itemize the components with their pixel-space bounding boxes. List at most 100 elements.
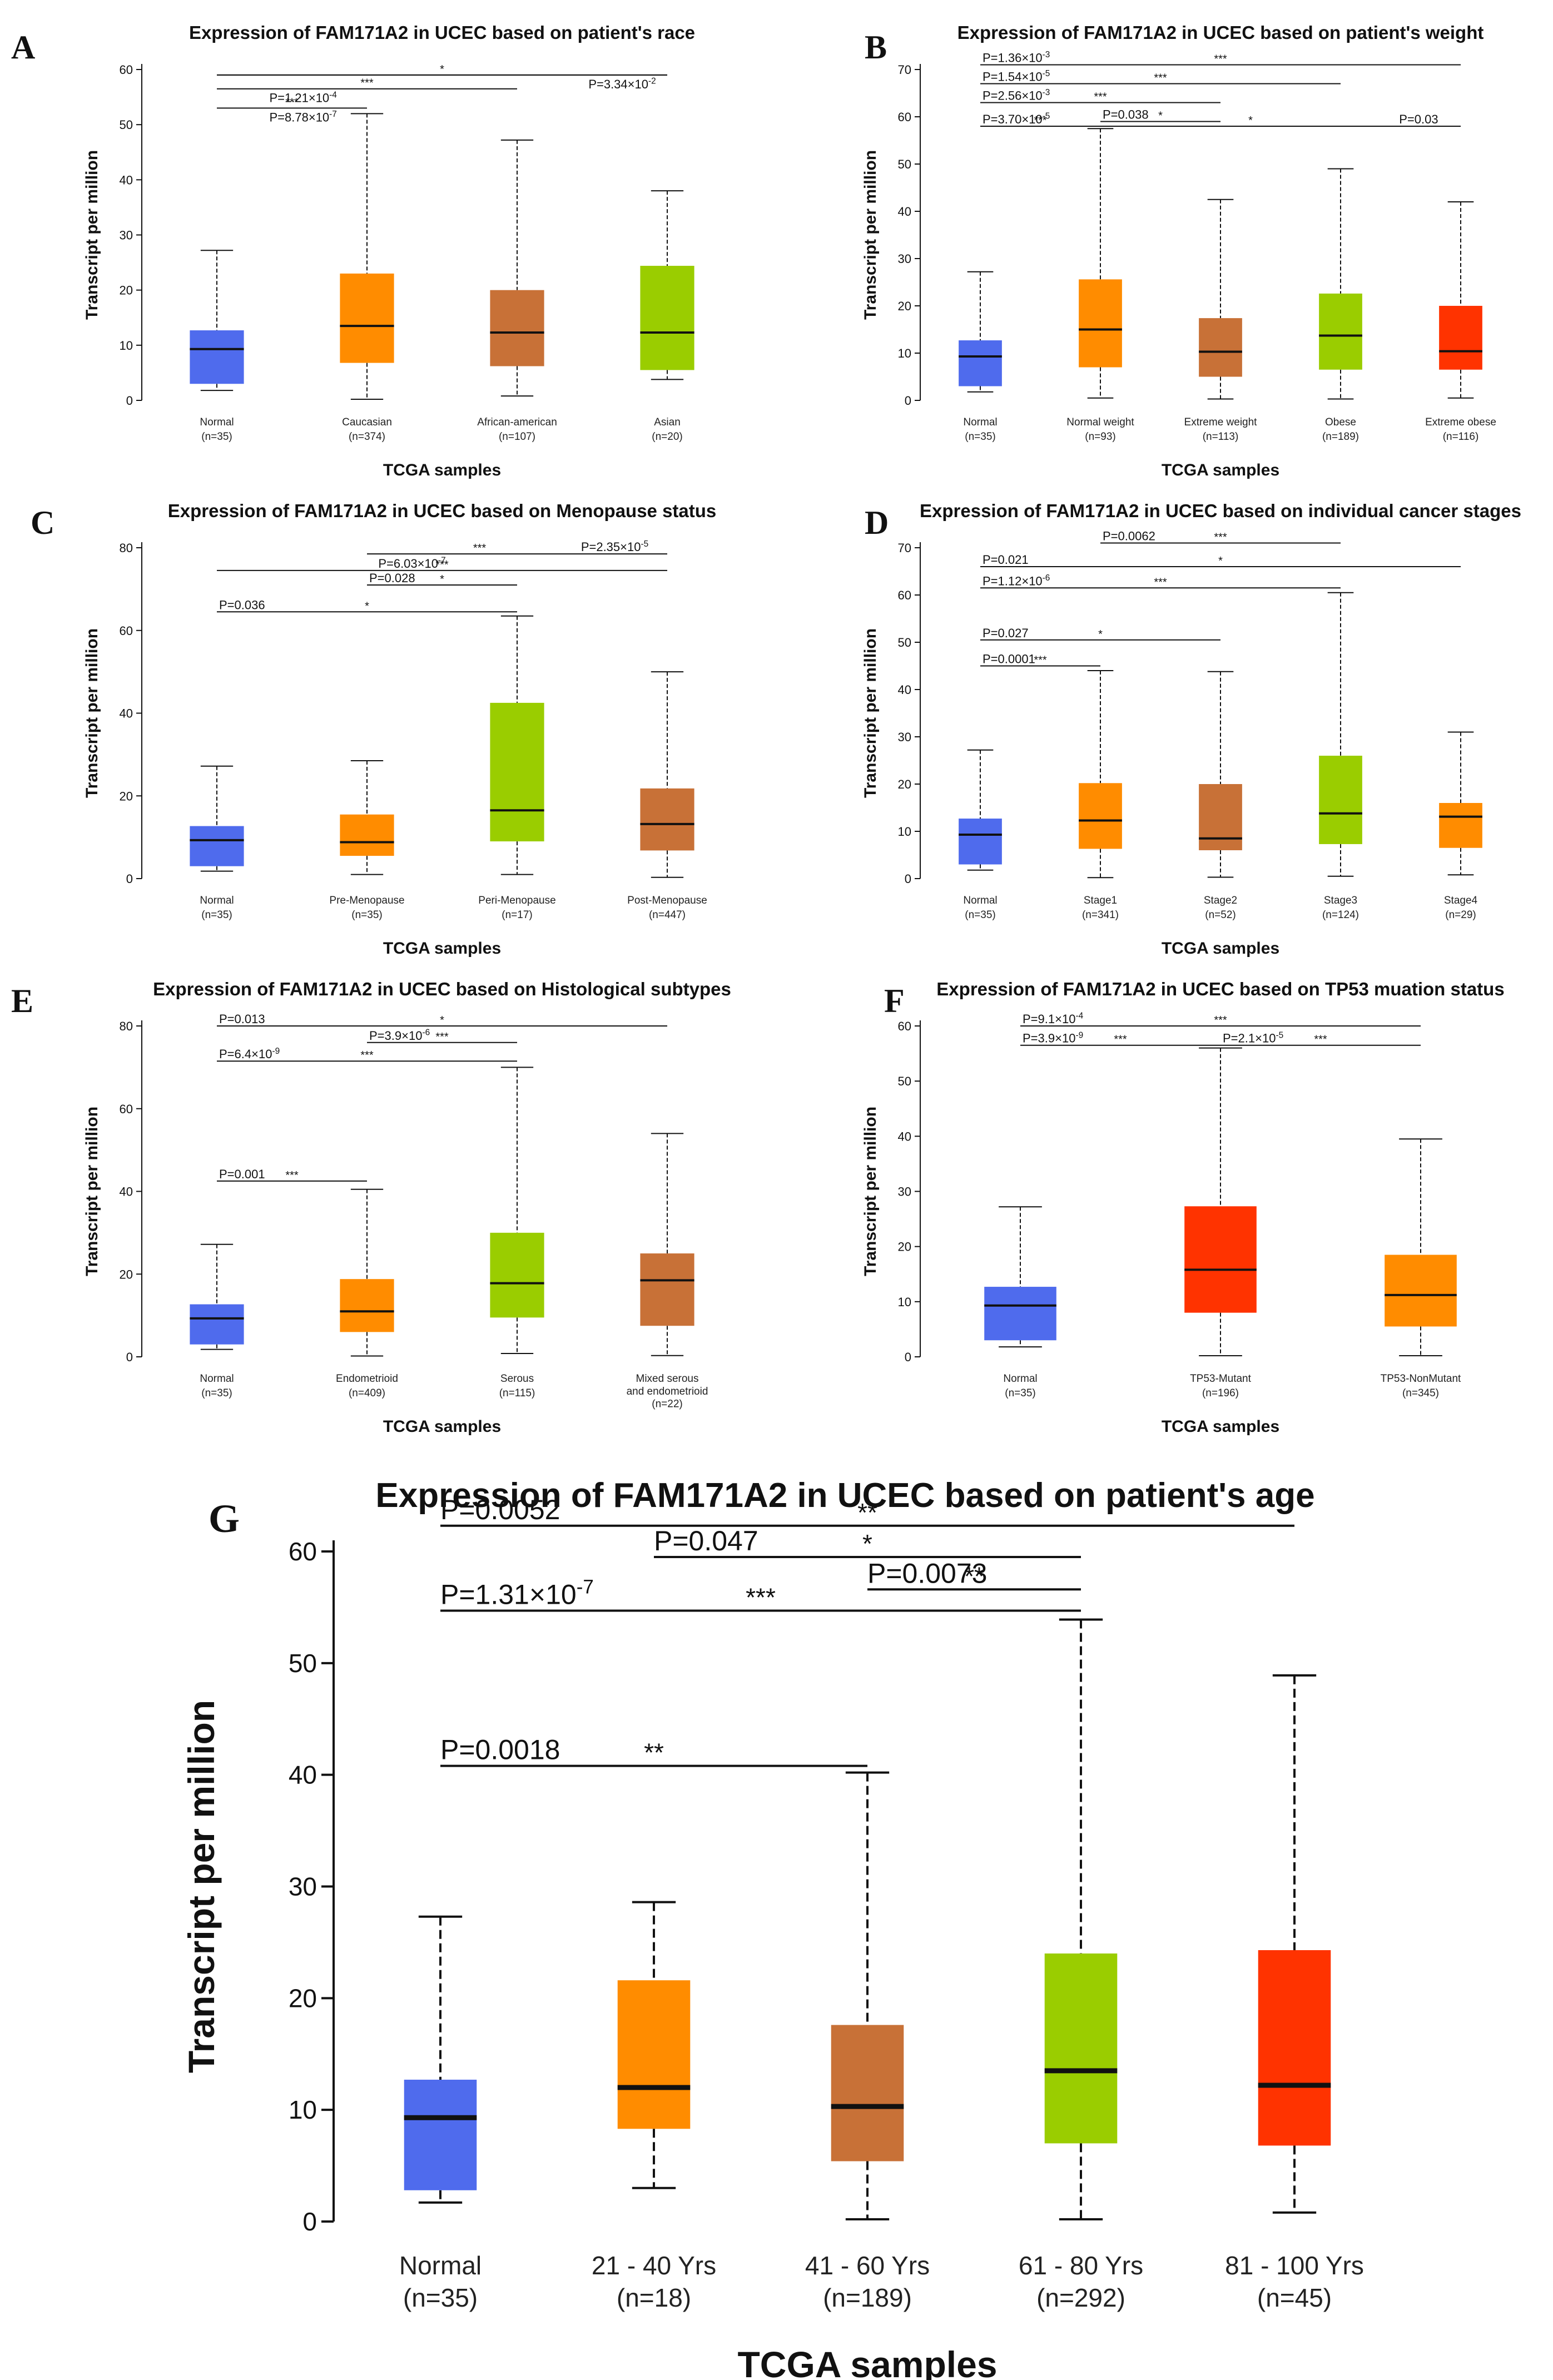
- x-tick-label: Post-Menopause: [627, 895, 707, 906]
- significance-bracket: *** P=1.12×10-6: [980, 573, 1341, 589]
- x-count-label: (n=45): [1257, 2283, 1332, 2312]
- chart-svg: Expression of FAM171A2 in UCEC based on …: [861, 979, 1505, 1436]
- p-value-label: P=2.56×10-3: [983, 88, 1050, 102]
- box-group-normal: [190, 765, 244, 872]
- y-tick-label: 20: [898, 299, 911, 313]
- x-axis-label: TCGA samples: [737, 2344, 997, 2380]
- box-group-stage3: [1319, 592, 1362, 877]
- x-count-label: (n=409): [349, 1387, 385, 1399]
- p-value-label: P=2.1×10-5: [1223, 1030, 1283, 1045]
- chart-title: Expression of FAM171A2 in UCEC based on …: [957, 22, 1484, 43]
- x-tick-label: 21 - 40 Yrs: [592, 2251, 716, 2280]
- significance-bracket: *** P=2.1×10-5: [1220, 1030, 1421, 1046]
- significance-bracket: *** P=3.9×10-6: [367, 1028, 517, 1043]
- box-iqr: [984, 1287, 1056, 1341]
- p-value-label: P=0.021: [983, 553, 1029, 567]
- x-count-label: (n=35): [351, 909, 382, 921]
- x-tick-label: 61 - 80 Yrs: [1019, 2251, 1143, 2280]
- significance-bracket: ** P=0.0052: [440, 1494, 1294, 1527]
- box-group-post-menopause: [640, 671, 694, 878]
- p-value-label: P=0.047: [654, 1525, 758, 1556]
- y-axis-label: Transcript per million: [861, 1107, 880, 1276]
- box-iqr: [1258, 1950, 1331, 2146]
- x-tick-label: Stage4: [1444, 895, 1478, 906]
- x-tick-label: Normal: [963, 895, 997, 906]
- box-group-peri-menopause: [490, 615, 544, 875]
- p-value-label: P=1.36×10-3: [983, 50, 1050, 65]
- y-tick-label: 40: [898, 205, 911, 219]
- box-iqr: [1199, 318, 1242, 377]
- p-value-label: P=1.21×10-4: [270, 90, 338, 105]
- y-tick-label: 50: [898, 157, 911, 171]
- box-group-stage2: [1199, 671, 1242, 878]
- significance-bracket: * P=0.036: [217, 598, 517, 613]
- x-tick-label: Normal weight: [1066, 416, 1134, 428]
- significance-bracket: * P=0.03: [1100, 112, 1461, 127]
- y-tick-label: 40: [898, 683, 911, 697]
- box-group-obese: [1319, 168, 1362, 400]
- significance-bracket: *** P=8.78×10-7: [217, 96, 367, 124]
- x-count-label: (n=345): [1402, 1387, 1439, 1399]
- significance-bracket: *** P=2.35×10-5: [367, 539, 667, 555]
- box-iqr: [1439, 306, 1482, 370]
- x-count-label: (n=18): [617, 2283, 691, 2312]
- box-iqr: [340, 814, 394, 856]
- box-iqr: [404, 2079, 477, 2190]
- y-tick-label: 30: [898, 252, 911, 266]
- significance-stars: ***: [1034, 654, 1047, 667]
- y-tick-label: 10: [289, 2095, 317, 2124]
- y-axis-label: Transcript per million: [83, 1107, 101, 1276]
- significance-stars: ***: [435, 1031, 449, 1043]
- box-iqr: [640, 788, 694, 851]
- p-value-label: P=9.1×10-4: [1023, 1012, 1084, 1026]
- chart-title: Expression of FAM171A2 in UCEC based on …: [375, 1476, 1314, 1515]
- x-tick-label: Mixed serous and endometrioid: [627, 1373, 708, 1397]
- significance-stars: *: [440, 63, 444, 76]
- box-iqr: [959, 819, 1002, 865]
- significance-bracket: *: [217, 63, 667, 76]
- x-count-label: (n=35): [403, 2283, 478, 2312]
- y-tick-label: 20: [120, 1267, 133, 1281]
- y-tick-label: 60: [120, 1102, 133, 1116]
- significance-bracket: * P=0.027: [980, 626, 1220, 641]
- y-tick-label: 60: [120, 63, 133, 77]
- y-tick-label: 0: [126, 872, 133, 886]
- significance-bracket: * P=0.028: [367, 571, 517, 586]
- box-iqr: [1079, 279, 1122, 368]
- panel-letter: F: [884, 983, 905, 1019]
- significance-stars: ***: [1214, 1014, 1227, 1027]
- significance-bracket: * P=0.021: [980, 553, 1461, 567]
- significance-bracket: *** P=3.9×10-9: [1020, 1030, 1220, 1046]
- significance-stars: ***: [360, 77, 374, 90]
- box-iqr: [1199, 784, 1242, 850]
- significance-bracket: **P=0.0073: [867, 1558, 1081, 1591]
- box-group-tp53-mutant: [1184, 1047, 1257, 1357]
- y-tick-label: 20: [898, 777, 911, 791]
- x-count-label: (n=374): [349, 431, 385, 443]
- x-tick-label: Normal: [963, 416, 997, 428]
- y-tick-label: 40: [898, 1129, 911, 1143]
- significance-stars: *: [440, 573, 444, 586]
- p-value-label: P=0.036: [219, 598, 265, 612]
- y-tick-label: 10: [898, 346, 911, 360]
- x-count-label: (n=341): [1082, 909, 1119, 921]
- box-group-caucasian: [340, 113, 394, 400]
- significance-bracket: *** P=1.31×10-7: [440, 1576, 1081, 1612]
- x-tick-label: Normal: [200, 1373, 234, 1385]
- significance-bracket: *** P=0.001: [217, 1167, 367, 1182]
- p-value-label: P=3.9×10-9: [1023, 1030, 1083, 1045]
- y-tick-label: 0: [905, 1350, 911, 1364]
- significance-stars: *: [365, 600, 369, 612]
- significance-stars: ***: [746, 1583, 776, 1612]
- x-tick-label: Stage1: [1084, 895, 1117, 906]
- box-group-pre-menopause: [340, 760, 394, 875]
- y-tick-label: 80: [120, 541, 133, 555]
- x-tick-label: Normal: [1003, 1373, 1037, 1385]
- chart-svg: Expression of FAM171A2 in UCEC based on …: [861, 22, 1496, 479]
- x-count-label: (n=189): [1322, 431, 1359, 443]
- box-group-normal: [959, 271, 1002, 393]
- panel-letter: E: [11, 983, 34, 1019]
- box-iqr: [340, 1279, 394, 1332]
- significance-bracket: *** P=0.0062: [1100, 529, 1341, 544]
- box-group-81-100-yrs: [1258, 1674, 1331, 2214]
